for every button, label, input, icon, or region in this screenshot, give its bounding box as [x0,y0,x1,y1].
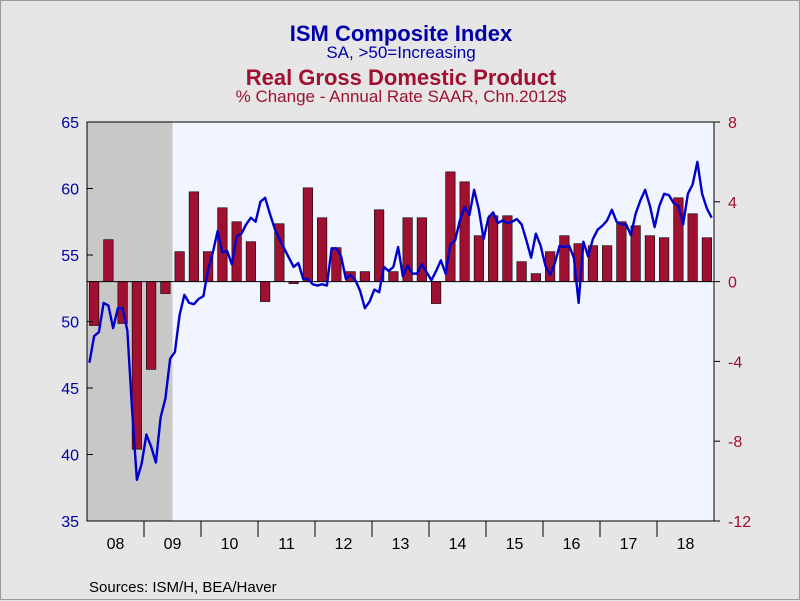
x-axis-tick-label: 15 [506,536,524,553]
gdp-bar [687,213,698,282]
gdp-bar [188,191,199,282]
gdp-bar [530,273,541,282]
gdp-bar [616,221,627,282]
gdp-bar [502,215,513,282]
source-note: Sources: ISM/H, BEA/Haver [89,579,277,596]
plot-area [87,122,714,521]
left-axis-tick-label: 50 [61,315,79,332]
right-axis-tick-label: -12 [728,514,751,531]
gdp-bar [559,235,570,282]
x-axis-tick-label: 08 [107,536,125,553]
x-axis-tick-label: 14 [449,536,467,553]
chart-subtitle-ism: SA, >50=Increasing [326,43,476,62]
gdp-bar [701,237,712,282]
gdp-bar [459,181,470,282]
gdp-bar [302,187,313,282]
gdp-bar [431,281,442,304]
x-axis-tick-label: 11 [278,536,295,553]
ism-line [88,160,713,481]
chart-title-ism: ISM Composite Index [289,21,513,46]
gdp-bar [388,271,399,282]
left-axis-tick-label: 40 [61,448,79,465]
left-axis-tick-label: 60 [61,182,79,199]
left-axis-tick-label: 55 [61,248,79,265]
x-axis-tick-label: 18 [677,536,695,553]
gdp-bar [644,235,655,282]
gdp-bar [260,281,271,302]
chart-subtitle-gdp: % Change - Annual Rate SAAR, Chn.2012$ [235,87,567,106]
right-axis-tick-label: -4 [728,354,742,371]
gdp-bar [359,271,370,282]
chart-title-gdp: Real Gross Domestic Product [245,65,557,90]
gdp-bar [174,251,185,282]
gdp-bar [473,235,484,282]
right-axis-tick-label: -8 [728,434,742,451]
left-axis-tick-label: 45 [61,381,79,398]
x-axis-tick-label: 10 [221,536,239,553]
gdp-bar [89,281,100,326]
right-axis-tick-label: 0 [728,275,737,292]
gdp-bar [488,215,499,282]
x-axis-tick-label: 13 [392,536,410,553]
gdp-bar [160,281,171,294]
x-axis-tick-label: 12 [335,536,353,553]
right-axis-tick-label: 8 [728,115,737,132]
gdp-bar [659,237,670,282]
right-axis-tick-label: 4 [728,195,737,212]
gdp-bar [103,239,114,282]
x-axis-tick-label: 16 [563,536,581,553]
left-axis-tick-label: 65 [61,115,79,132]
x-axis-tick-label: 17 [620,536,638,553]
gdp-bar [602,245,613,282]
gdp-bar [245,241,256,282]
x-axis-tick-label: 09 [164,536,182,553]
left-axis-tick-label: 35 [61,514,79,531]
gdp-bar [516,261,527,282]
gdp-bar [117,281,128,324]
gdp-bar [317,217,328,282]
gdp-bar [146,281,157,370]
gdp-bar [217,207,228,282]
